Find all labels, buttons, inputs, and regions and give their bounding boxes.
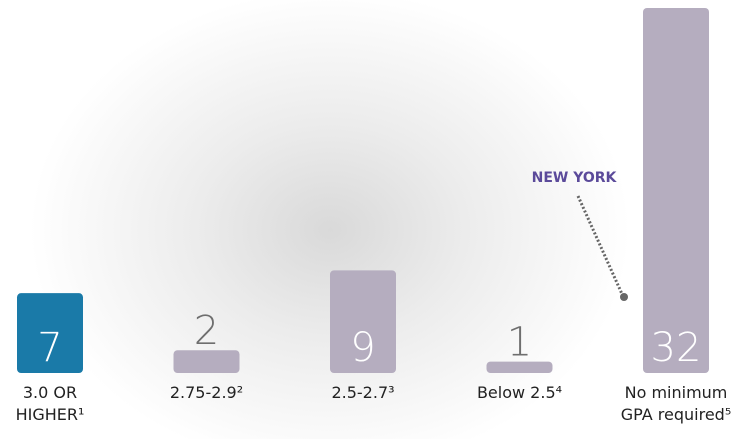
bar: [643, 8, 709, 373]
value-label: 2: [194, 308, 219, 354]
value-label: 32: [651, 325, 702, 371]
category-label: Below 2.5⁴: [476, 383, 563, 402]
category-label: 3.0 OR HIGHER¹: [15, 383, 85, 424]
value-label: 7: [37, 325, 62, 371]
bar: [330, 270, 396, 373]
bar: [486, 361, 553, 373]
value-label: 1: [507, 320, 532, 366]
bar: [173, 350, 240, 373]
category-label: 2.5-2.7³: [331, 383, 395, 402]
category-label: No minimum GPA required⁵: [620, 383, 732, 424]
annotation-dot: [620, 293, 628, 301]
bar: [17, 293, 83, 373]
annotation: NEW YORK: [532, 170, 618, 186]
category-label: 2.75-2.9²: [169, 383, 244, 402]
value-label: 9: [350, 325, 375, 371]
annotation-line: [576, 195, 624, 295]
